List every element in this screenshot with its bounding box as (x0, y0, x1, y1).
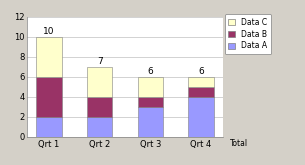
Text: 7: 7 (97, 57, 102, 66)
Bar (87, 67, 112, 97)
Bar (138, 97, 163, 107)
Text: 6: 6 (148, 67, 153, 76)
Text: 6: 6 (198, 67, 204, 76)
Bar (87, 97, 112, 117)
Bar (188, 87, 214, 97)
Text: 10: 10 (43, 27, 55, 36)
Bar (188, 97, 214, 137)
Bar (36, 37, 62, 77)
Bar (36, 77, 62, 117)
Bar (87, 117, 112, 137)
Bar (188, 77, 214, 87)
Bar (138, 107, 163, 137)
Bar (36, 117, 62, 137)
Text: Total: Total (230, 139, 248, 148)
Legend: Data C, Data B, Data A: Data C, Data B, Data A (224, 14, 271, 54)
Bar (138, 77, 163, 97)
